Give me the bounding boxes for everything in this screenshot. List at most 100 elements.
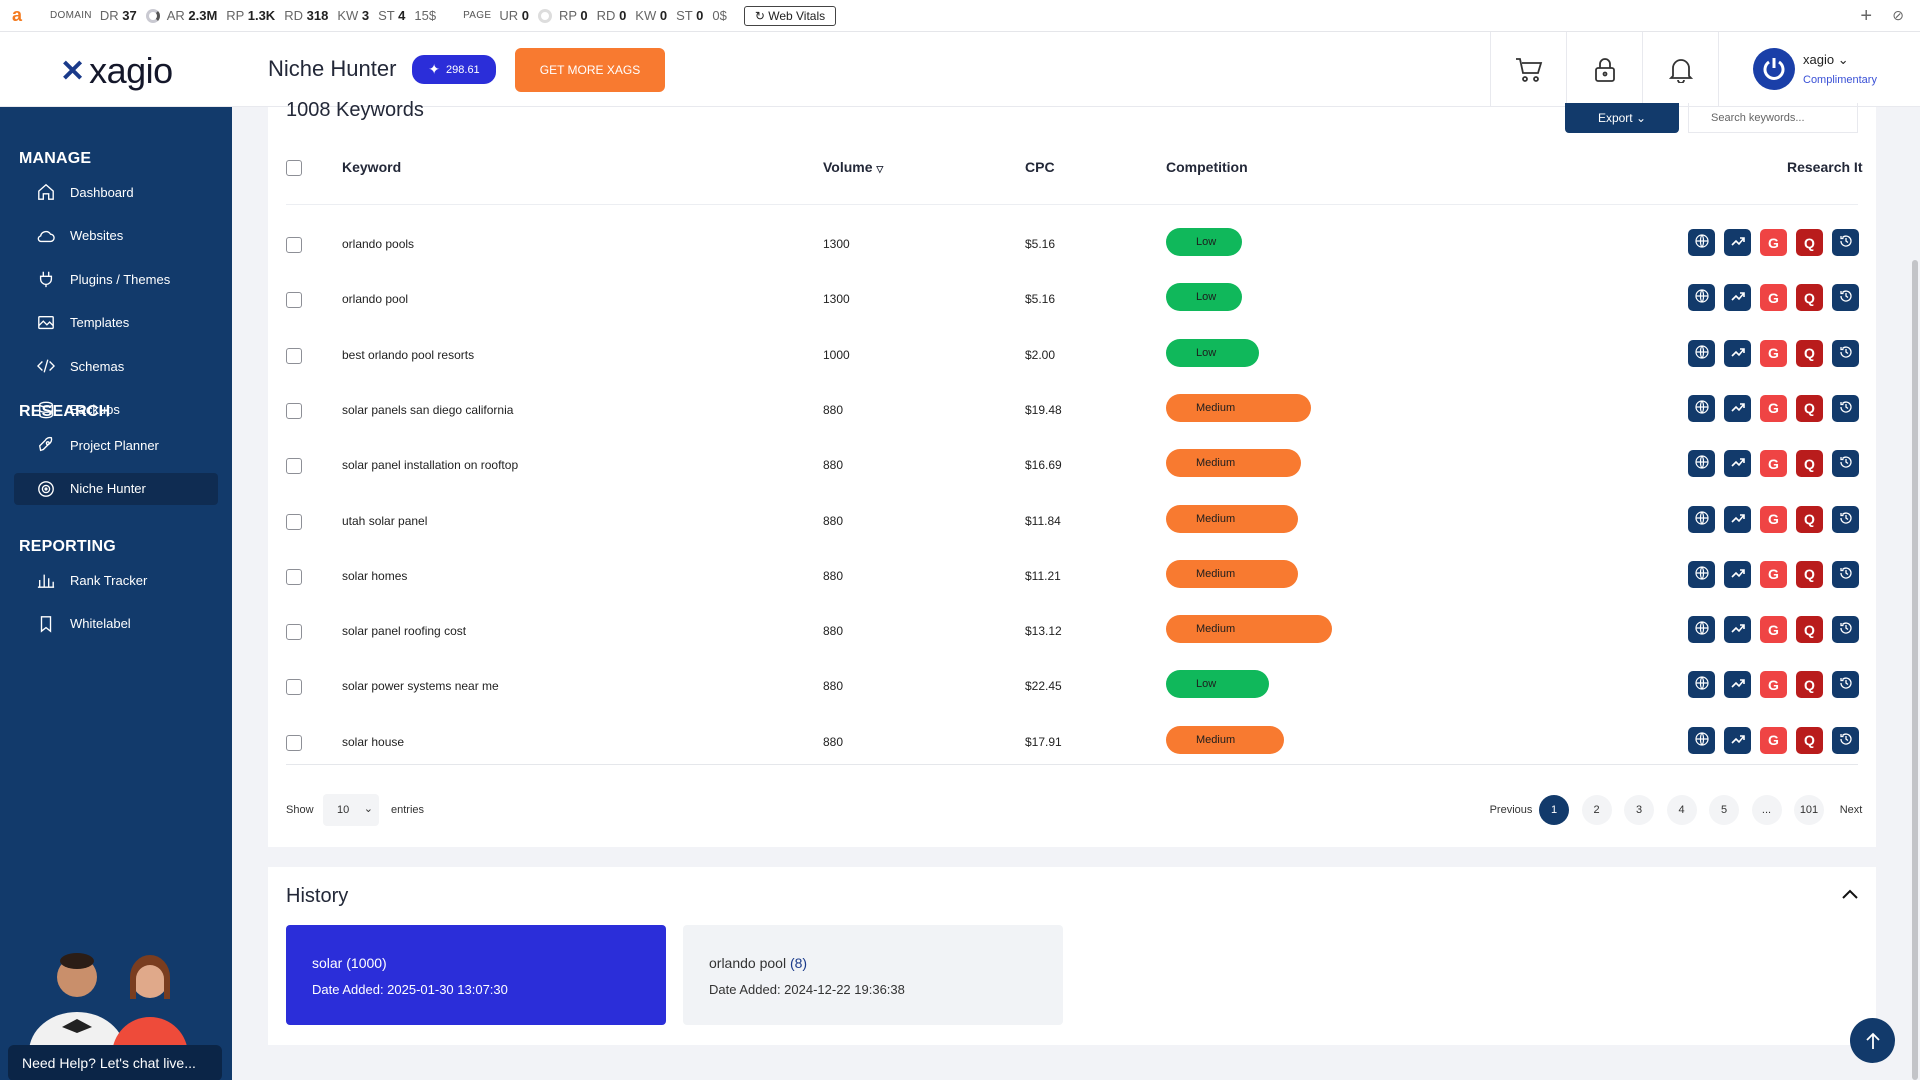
trending-button[interactable] xyxy=(1724,616,1751,644)
globe-button[interactable] xyxy=(1688,671,1715,699)
google-button[interactable]: G xyxy=(1760,450,1787,478)
pagination-page[interactable]: 1 xyxy=(1539,795,1569,825)
google-button[interactable]: G xyxy=(1760,394,1787,422)
history-button[interactable] xyxy=(1832,450,1859,478)
cell-keyword[interactable]: best orlando pool resorts xyxy=(342,347,475,362)
pagination-page[interactable]: 4 xyxy=(1666,795,1697,825)
google-button[interactable]: G xyxy=(1760,229,1787,256)
cell-keyword[interactable]: solar panels san diego california xyxy=(342,402,514,417)
globe-button[interactable] xyxy=(1688,394,1715,422)
collapse-icon[interactable] xyxy=(1842,887,1858,902)
column-volume[interactable]: Volume ▽ xyxy=(823,159,884,175)
history-button[interactable] xyxy=(1832,339,1859,367)
globe-button[interactable] xyxy=(1688,505,1715,533)
sidebar-item-templates[interactable]: Templates xyxy=(14,307,218,339)
cell-keyword[interactable]: solar power systems near me xyxy=(342,679,499,694)
history-button[interactable] xyxy=(1832,560,1859,588)
add-icon[interactable]: + xyxy=(1860,5,1872,27)
history-button[interactable] xyxy=(1832,284,1859,312)
trending-button[interactable] xyxy=(1724,450,1751,478)
pagination-page[interactable]: 101 xyxy=(1794,795,1824,825)
history-button[interactable] xyxy=(1832,726,1859,754)
globe-button[interactable] xyxy=(1688,450,1715,478)
sidebar-item-backups[interactable]: Backups xyxy=(14,394,218,426)
get-more-xags-button[interactable]: GET MORE XAGS xyxy=(515,48,665,92)
scroll-to-top-button[interactable] xyxy=(1850,1018,1895,1063)
globe-button[interactable] xyxy=(1688,229,1715,256)
trending-button[interactable] xyxy=(1724,726,1751,754)
history-button[interactable] xyxy=(1832,394,1859,422)
trending-button[interactable] xyxy=(1724,671,1751,699)
pagination-page[interactable]: 3 xyxy=(1624,795,1654,825)
column-cpc[interactable]: CPC xyxy=(1025,159,1055,175)
ahrefs-logo[interactable]: a xyxy=(12,5,23,25)
pagination-next[interactable]: Next xyxy=(1839,804,1863,816)
sidebar-item-dashboard[interactable]: Dashboard xyxy=(14,176,218,208)
globe-button[interactable] xyxy=(1688,560,1715,588)
cell-keyword[interactable]: utah solar panel xyxy=(342,513,428,528)
pagination-page[interactable]: 5 xyxy=(1709,795,1739,825)
web-vitals-button[interactable]: ↻ Web Vitals xyxy=(743,5,837,26)
sidebar-item-whitelabel[interactable]: Whitelabel xyxy=(14,608,218,640)
trending-button[interactable] xyxy=(1724,560,1751,588)
google-button[interactable]: G xyxy=(1760,671,1787,699)
cell-keyword[interactable]: orlando pools xyxy=(342,237,415,251)
history-button[interactable] xyxy=(1832,671,1859,699)
row-checkbox[interactable] xyxy=(286,458,302,475)
column-competition[interactable]: Competition xyxy=(1166,159,1248,175)
trending-button[interactable] xyxy=(1724,339,1751,367)
quora-button[interactable]: Q xyxy=(1796,671,1823,699)
quora-button[interactable]: Q xyxy=(1796,450,1823,478)
cart-button[interactable] xyxy=(1490,32,1566,107)
google-button[interactable]: G xyxy=(1760,616,1787,644)
cell-keyword[interactable]: solar panel roofing cost xyxy=(342,624,467,639)
row-checkbox[interactable] xyxy=(286,237,302,253)
google-button[interactable]: G xyxy=(1760,505,1787,533)
google-button[interactable]: G xyxy=(1760,339,1787,367)
globe-button[interactable] xyxy=(1688,616,1715,644)
live-chat-button[interactable]: Need Help? Let's chat live... xyxy=(8,1045,222,1080)
sidebar-item-websites[interactable]: Websites xyxy=(14,220,218,252)
user-menu[interactable]: xagio ⌄ Complimentary xyxy=(1718,32,1920,107)
export-button[interactable]: Export ⌄ xyxy=(1565,103,1679,133)
trending-button[interactable] xyxy=(1724,394,1751,422)
sidebar-item-rank-tracker[interactable]: Rank Tracker xyxy=(14,564,218,596)
row-checkbox[interactable] xyxy=(286,347,302,364)
scrollbar[interactable] xyxy=(1912,260,1918,1080)
quora-button[interactable]: Q xyxy=(1796,284,1823,312)
quora-button[interactable]: Q xyxy=(1796,339,1823,367)
quora-button[interactable]: Q xyxy=(1796,505,1823,533)
row-checkbox[interactable] xyxy=(286,679,302,696)
select-all-checkbox[interactable] xyxy=(286,160,302,176)
history-button[interactable] xyxy=(1832,505,1859,533)
globe-button[interactable] xyxy=(1688,726,1715,754)
row-checkbox[interactable] xyxy=(286,292,302,309)
trending-button[interactable] xyxy=(1724,505,1751,533)
globe-button[interactable] xyxy=(1688,339,1715,367)
quora-button[interactable]: Q xyxy=(1796,394,1823,422)
sidebar-item-plugins-themes[interactable]: Plugins / Themes xyxy=(14,263,218,295)
trending-button[interactable] xyxy=(1724,229,1751,256)
sidebar-item-project-planner[interactable]: Project Planner xyxy=(14,429,218,461)
cell-keyword[interactable]: solar homes xyxy=(342,568,408,583)
row-checkbox[interactable] xyxy=(286,513,302,530)
history-button[interactable] xyxy=(1832,229,1859,256)
trending-button[interactable] xyxy=(1724,284,1751,312)
search-keywords-input[interactable]: Search keywords... xyxy=(1688,103,1858,133)
globe-button[interactable] xyxy=(1688,284,1715,312)
disable-icon[interactable]: ⊘ xyxy=(1892,7,1904,23)
column-keyword[interactable]: Keyword xyxy=(342,159,402,175)
row-checkbox[interactable] xyxy=(286,624,302,641)
notifications-button[interactable] xyxy=(1642,32,1718,107)
xags-balance-badge[interactable]: ✦ 298.61 xyxy=(412,55,496,84)
google-button[interactable]: G xyxy=(1760,284,1787,312)
quora-button[interactable]: Q xyxy=(1796,726,1823,754)
history-item[interactable]: orlando pool (8) Date Added: 2024-12-22 1… xyxy=(683,925,1063,1025)
google-button[interactable]: G xyxy=(1760,560,1787,588)
sidebar-item-niche-hunter[interactable]: Niche Hunter xyxy=(14,472,218,505)
quora-button[interactable]: Q xyxy=(1796,616,1823,644)
pagination-previous[interactable]: Previous xyxy=(1489,804,1533,816)
row-checkbox[interactable] xyxy=(286,734,302,751)
xagio-logo[interactable]: ✕ xagio xyxy=(60,50,173,92)
pagination-page[interactable]: 2 xyxy=(1581,795,1612,825)
